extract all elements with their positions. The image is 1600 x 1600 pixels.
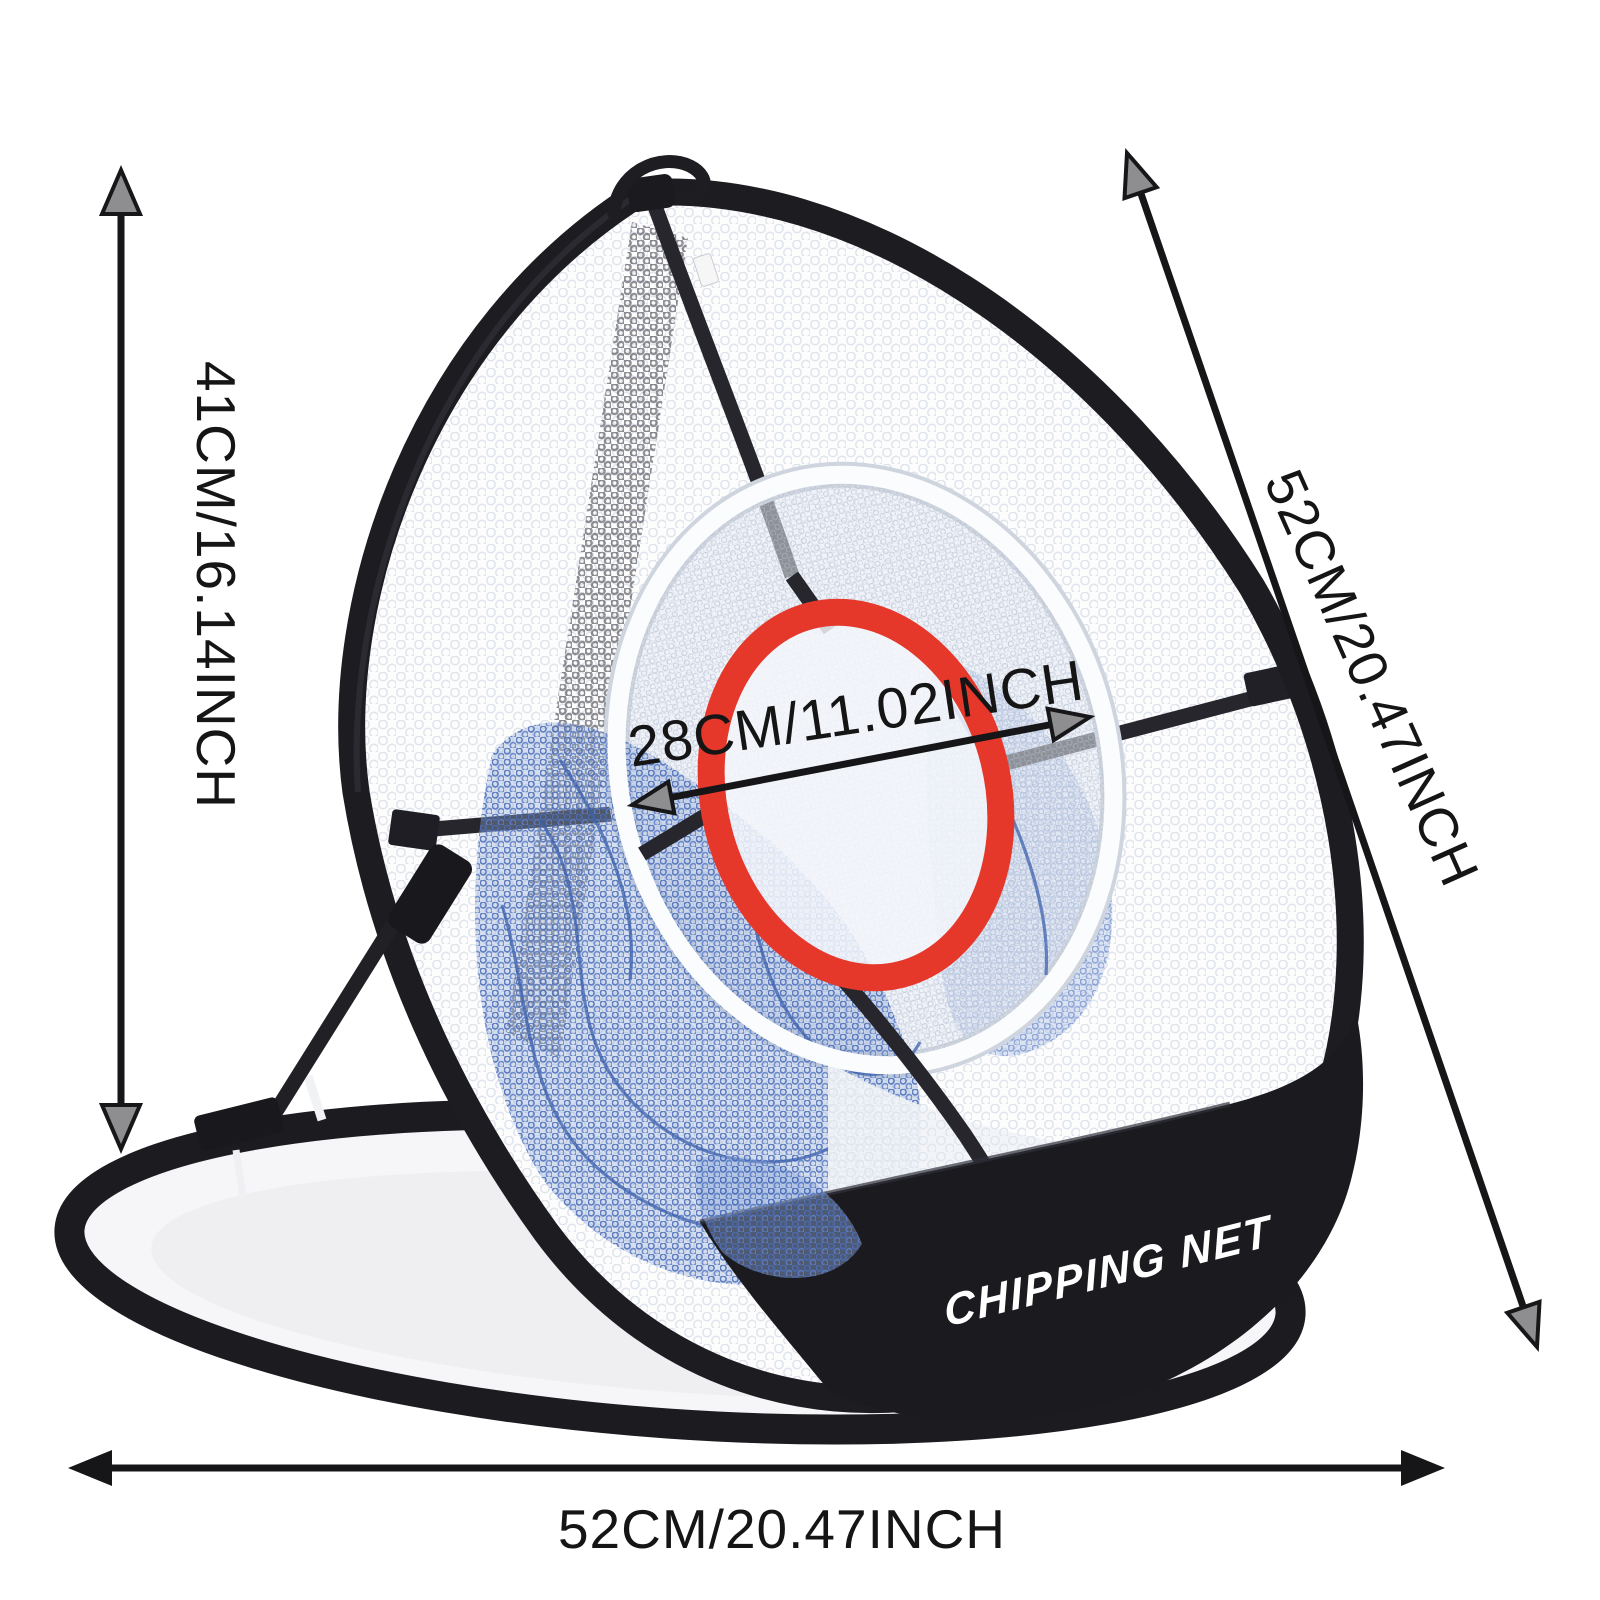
- strap-tab-left: [388, 809, 440, 851]
- target-ring: [697, 598, 1015, 992]
- target-dimension-arrow: [626, 706, 1096, 816]
- pocket-net-main: [475, 699, 1049, 1286]
- height-dimension-label: 41CM/16.14INCH: [185, 360, 247, 810]
- dimension-arrows: [68, 147, 1542, 1486]
- hanging-loop: [607, 155, 719, 287]
- pocket-net-overhang: [695, 1155, 862, 1278]
- net-face-details: [388, 195, 1301, 1306]
- width-dimension-arrow: [68, 1450, 1445, 1486]
- inner-ring-rim: [607, 465, 1123, 1075]
- pole-clip: [693, 253, 719, 287]
- support-strut: [194, 844, 473, 1198]
- chipping-net-product: [54, 155, 1363, 1445]
- slant-dimension-arrow: [1122, 147, 1542, 1353]
- rim-highlight: [353, 190, 642, 793]
- height-dimension-arrow: [98, 164, 144, 1155]
- width-dimension-label: 52CM/20.47INCH: [557, 1498, 1007, 1560]
